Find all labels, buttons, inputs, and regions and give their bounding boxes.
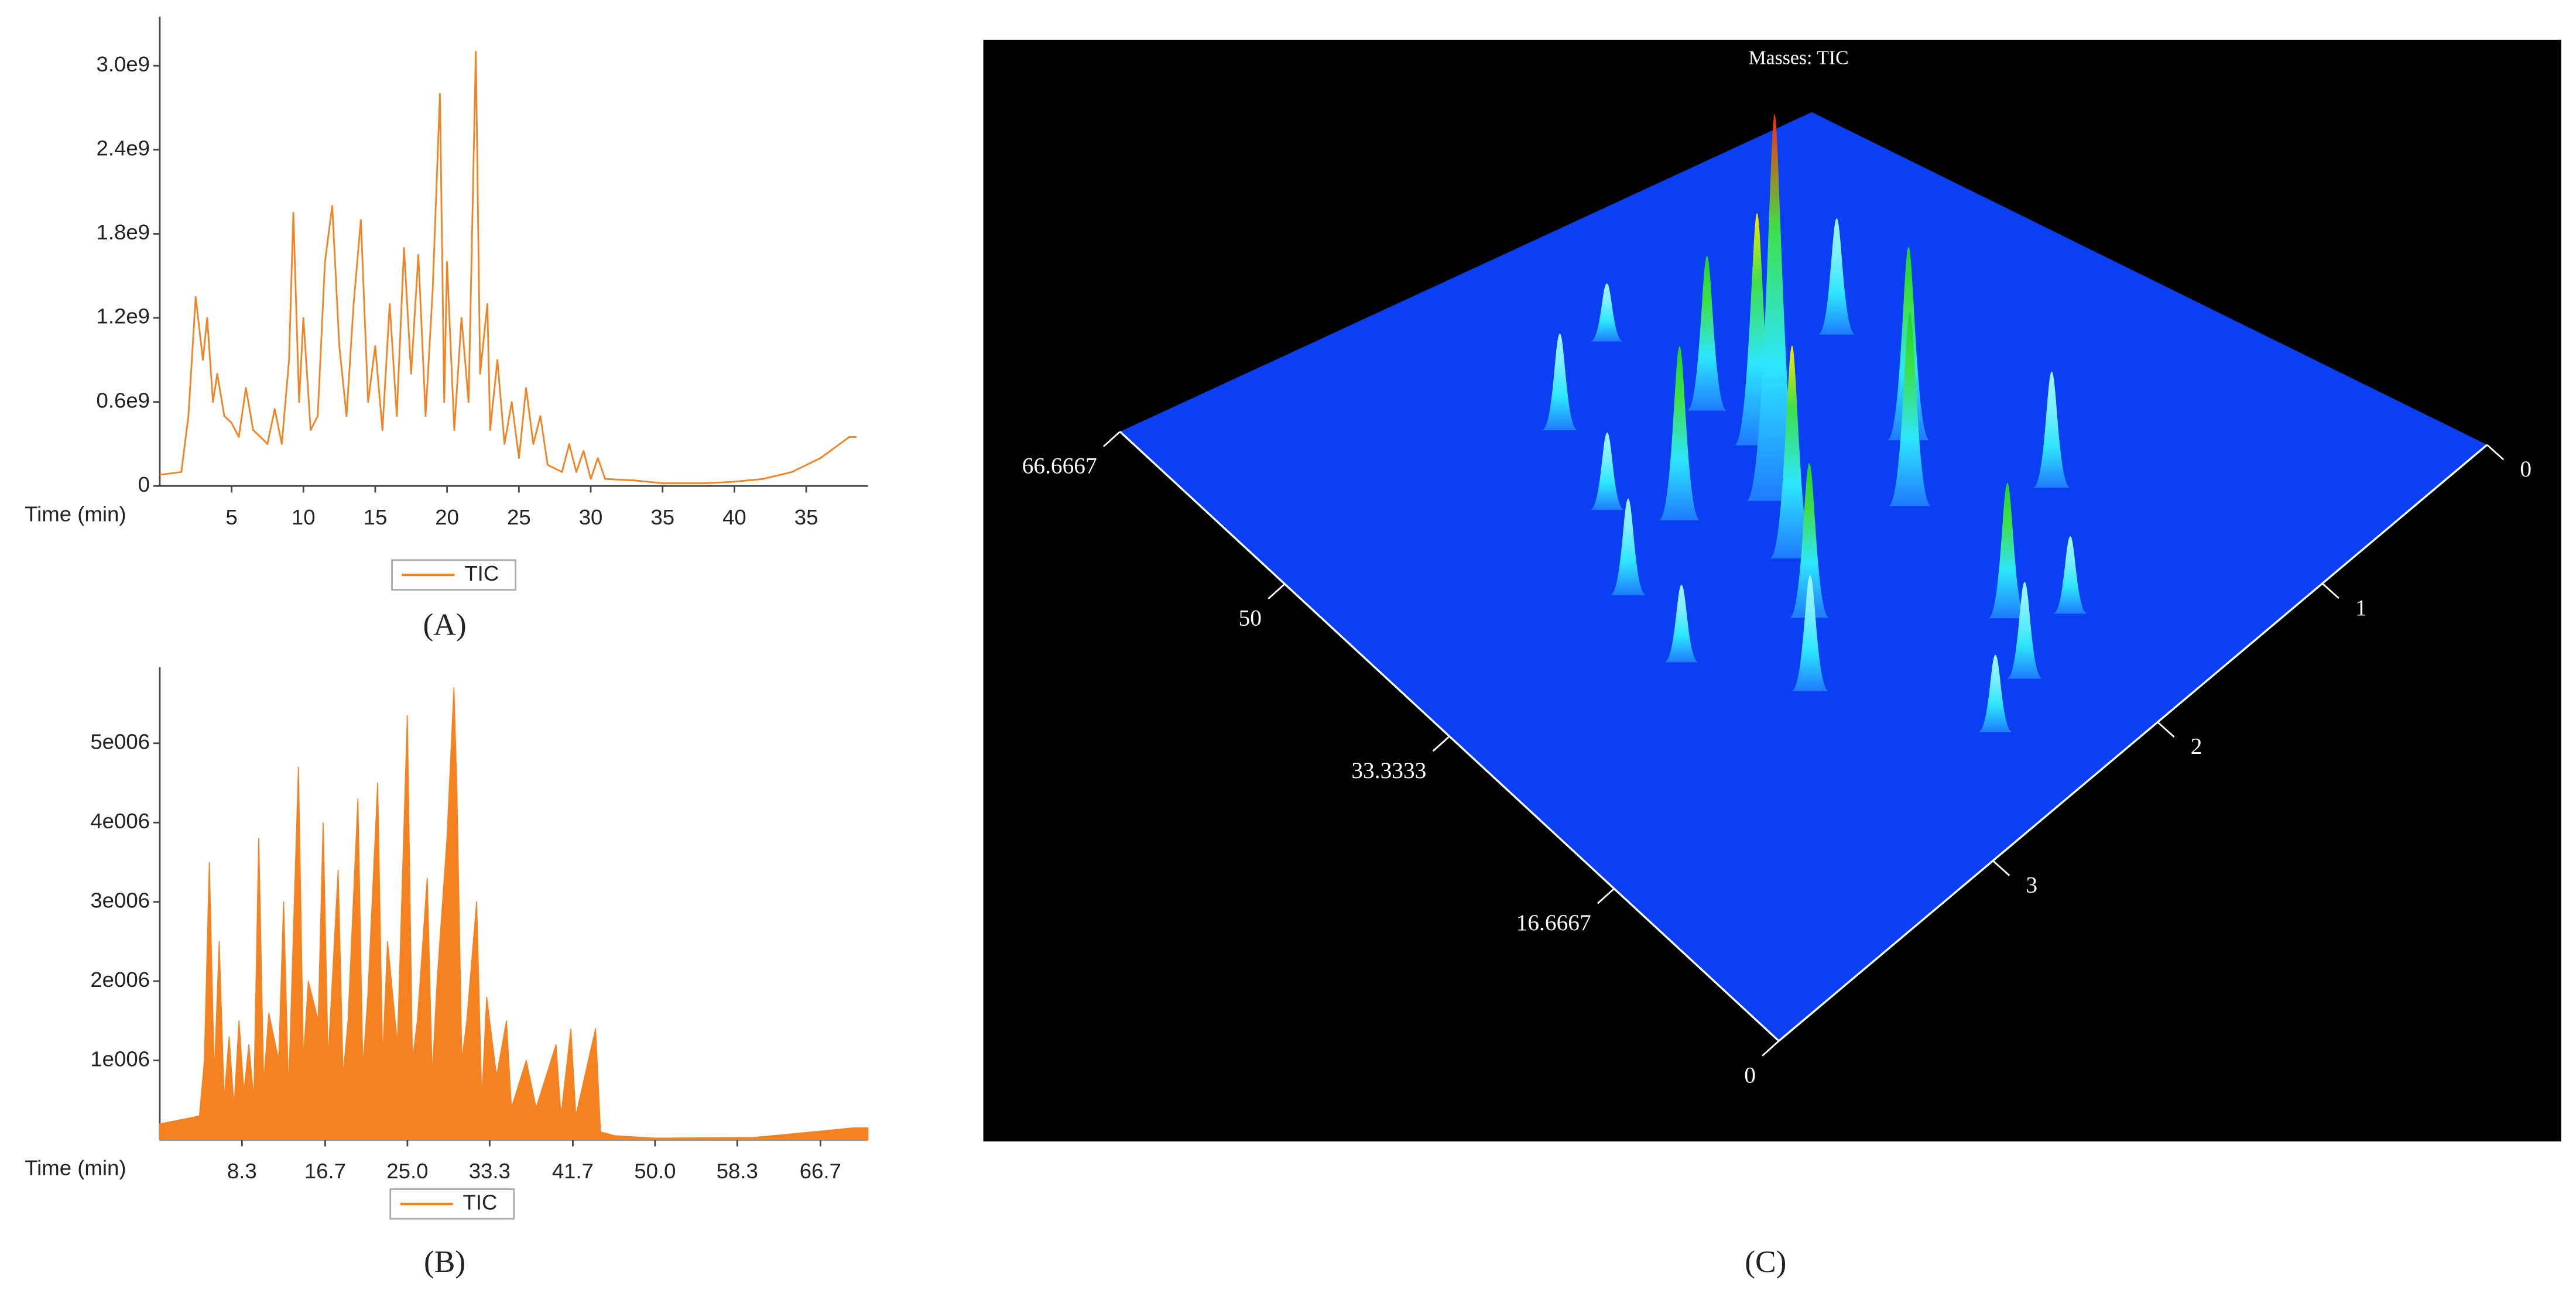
x-tick-label: 16.7 xyxy=(304,1159,346,1183)
x-tick xyxy=(1268,583,1286,600)
peak xyxy=(1888,312,1931,506)
line xyxy=(159,50,857,484)
y-tick-label: 0 xyxy=(138,472,150,496)
x-tick xyxy=(1762,1040,1780,1057)
x-tick-label: 16.6667 xyxy=(1516,910,1591,935)
x-tick-label: 35 xyxy=(794,505,818,529)
peak xyxy=(1978,654,2013,732)
panel-label: (B) xyxy=(424,1244,465,1279)
y-tick-label: 4e006 xyxy=(90,809,150,833)
peak xyxy=(1610,498,1646,595)
y-tick-label: 1 xyxy=(2355,595,2367,620)
x-tick-label: 35 xyxy=(650,505,674,529)
peak xyxy=(1542,333,1578,431)
area xyxy=(159,687,869,1140)
x-tick-label: 40 xyxy=(722,505,746,529)
x-tick-label: 41.7 xyxy=(552,1159,594,1183)
peak xyxy=(1746,114,1803,501)
y-tick-label: 2e006 xyxy=(90,968,150,992)
legend-label: TIC xyxy=(463,1191,498,1215)
peak xyxy=(2006,582,2043,679)
chart-title: Masses: TIC xyxy=(1749,47,1849,68)
peak xyxy=(1659,346,1701,520)
peak xyxy=(1664,585,1699,663)
y-tick-label: 2 xyxy=(2191,733,2202,759)
x-axis-label: Time (min) xyxy=(25,1155,126,1179)
y-tick-label: 3e006 xyxy=(90,888,150,912)
y-tick xyxy=(2486,444,2505,461)
x-tick-label: 66.6667 xyxy=(1022,452,1097,478)
peak xyxy=(1791,575,1829,691)
x-tick-label: 66.7 xyxy=(800,1159,841,1183)
x-tick-label: 25.0 xyxy=(386,1159,428,1183)
panel-label: (C) xyxy=(1745,1244,1786,1279)
x-tick-label: 8.3 xyxy=(227,1159,257,1183)
peak xyxy=(1818,218,1856,335)
x-tick-label: 0 xyxy=(1744,1062,1756,1088)
peak xyxy=(1789,462,1830,618)
x-tick-label: 50.0 xyxy=(634,1159,676,1183)
peak xyxy=(1770,345,1814,558)
y-tick-label: 3.0e9 xyxy=(97,52,150,76)
y-tick xyxy=(1992,860,2010,876)
x-tick-label: 15 xyxy=(364,505,388,529)
y-tick-label: 1.2e9 xyxy=(97,304,150,328)
peak xyxy=(2053,536,2088,614)
peak xyxy=(1687,256,1727,411)
peak xyxy=(1590,283,1624,342)
y-tick-label: 3 xyxy=(2026,872,2037,897)
x-tick xyxy=(1597,888,1615,904)
x-tick xyxy=(1102,431,1121,447)
x-tick-label: 10 xyxy=(292,505,316,529)
x-axis-label: Time (min) xyxy=(25,502,126,526)
x-tick-label: 33.3333 xyxy=(1351,757,1426,783)
x-tick-label: 58.3 xyxy=(717,1159,758,1183)
y-tick-label: 1e006 xyxy=(90,1047,150,1071)
peak xyxy=(1590,432,1625,510)
x-tick-label: 5 xyxy=(225,505,237,529)
x-tick-label: 33.3 xyxy=(469,1159,511,1183)
y-edge xyxy=(1778,444,2488,1042)
x-tick xyxy=(1432,735,1450,752)
y-tick-label: 0 xyxy=(2520,456,2532,482)
x-tick-label: 20 xyxy=(435,505,459,529)
y-tick-label: 1.8e9 xyxy=(97,220,150,244)
y-tick-label: 5e006 xyxy=(90,729,150,753)
legend-label: TIC xyxy=(464,561,499,585)
y-tick xyxy=(2157,721,2175,738)
y-tick-label: 2.4e9 xyxy=(97,136,150,160)
x-tick-label: 50 xyxy=(1239,605,1262,631)
peak xyxy=(2033,371,2071,488)
y-tick-label: 0.6e9 xyxy=(97,388,150,412)
panel-label: (A) xyxy=(423,606,466,642)
peak xyxy=(1988,482,2027,619)
x-tick-label: 25 xyxy=(507,505,531,529)
y-tick xyxy=(2321,582,2339,599)
x-tick-label: 30 xyxy=(579,505,603,529)
